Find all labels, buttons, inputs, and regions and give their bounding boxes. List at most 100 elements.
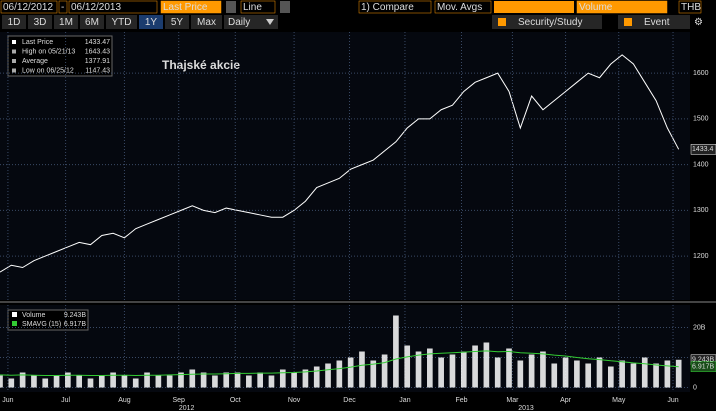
volume-bar [415, 351, 422, 388]
legend-value: 6.917B [64, 321, 87, 328]
x-tick-label: Sep [172, 397, 185, 404]
dropdown-arrow [266, 19, 274, 25]
last-value-label: 9.243B [692, 357, 715, 364]
series-line [0, 350, 679, 377]
x-tick-label: Nov [288, 397, 301, 404]
last-value-box [690, 361, 716, 372]
legend-icon [12, 49, 16, 54]
volume-bar [110, 372, 116, 388]
volume-bar [551, 363, 558, 388]
volume-bar [291, 372, 297, 388]
toolbar-field[interactable] [434, 0, 492, 14]
period-tab-label: 1Y [145, 17, 158, 28]
volume-bar [8, 378, 15, 388]
volume-bar [42, 378, 49, 388]
period-select-label: Daily [228, 17, 250, 28]
legend-label: Average [22, 58, 48, 65]
period-tab[interactable] [80, 15, 104, 29]
legend-label: SMAVG (15) [22, 321, 61, 328]
period-select[interactable] [224, 15, 278, 29]
toolbar-field [280, 1, 290, 13]
toolbar-text: Last Price [163, 2, 208, 13]
x-tick-label: Jun [667, 397, 678, 404]
volume-bar [641, 357, 648, 388]
volume-bar [212, 375, 218, 388]
volume-bar [460, 351, 467, 388]
period-tab[interactable] [139, 15, 163, 29]
volume-bar [585, 363, 592, 388]
period-tab[interactable] [191, 15, 222, 29]
volume-bar [596, 357, 603, 388]
volume-bar [257, 372, 263, 388]
settings-icon: ⚙ [694, 17, 703, 28]
period-tab-label: 1D [8, 17, 21, 28]
x-tick-label: Mar [506, 397, 519, 404]
volume-bar [31, 375, 37, 388]
toolbar-field[interactable] [0, 0, 58, 14]
legend-value: 1147.43 [85, 67, 110, 74]
year-label: 2013 [518, 405, 534, 411]
x-tick-label: Aug [118, 397, 131, 404]
toolbar-text: 1) Compare [361, 2, 414, 13]
volume-bar [302, 369, 309, 388]
volume-bar [449, 354, 456, 388]
volume-bar [268, 375, 275, 388]
x-tick-label: Apr [560, 397, 572, 404]
y-tick-label: 1500 [693, 116, 709, 123]
volume-bar [472, 345, 478, 388]
period-tab-label: 1M [59, 17, 73, 28]
toolbar-field[interactable] [576, 0, 668, 14]
legend-swatch [12, 321, 17, 326]
x-tick-label: Jun [2, 397, 13, 404]
volume-bar [189, 369, 196, 388]
last-value-box [690, 144, 716, 155]
legend-swatch [12, 312, 17, 317]
period-tab[interactable] [54, 15, 78, 29]
volume-bar [98, 375, 105, 388]
last-value-label: 6.917B [692, 364, 715, 371]
toolbar-field[interactable] [68, 0, 158, 14]
volume-bar [279, 369, 286, 388]
period-tab-label: YTD [112, 17, 132, 28]
legend-value: 1433.47 [85, 39, 110, 46]
right-tab[interactable] [492, 15, 602, 29]
period-tab-label: 5Y [171, 17, 184, 28]
y-tick-label: 1300 [693, 207, 709, 214]
period-tab[interactable] [2, 15, 26, 29]
toolbar-text: Line [243, 2, 262, 13]
right-tab[interactable] [618, 15, 690, 29]
toolbar-field [494, 1, 574, 13]
volume-bar [121, 375, 128, 388]
last-value-label: 1433.4 [692, 146, 714, 153]
legend-label: Volume [22, 312, 45, 319]
legend-label: Last Price [22, 39, 53, 46]
toolbar-text: THB [681, 2, 701, 13]
period-tab[interactable] [106, 15, 137, 29]
y-tick-label: 1600 [693, 70, 709, 77]
volume-bar [132, 378, 139, 388]
toolbar-field[interactable] [358, 0, 432, 14]
volume-bar [19, 372, 26, 388]
volume-bar [53, 375, 60, 388]
volume-bar [381, 354, 388, 388]
toolbar-text: Volume [579, 2, 613, 13]
period-tab[interactable] [165, 15, 189, 29]
volume-bar [574, 360, 580, 388]
year-label: 2012 [179, 405, 195, 411]
period-tab[interactable] [28, 15, 52, 29]
toolbar-field[interactable] [58, 0, 68, 14]
legend-icon [12, 40, 16, 44]
toolbar-field[interactable] [160, 0, 222, 14]
x-tick-label: Jul [61, 397, 70, 404]
volume-bar [483, 342, 490, 388]
toolbar-field[interactable] [240, 0, 276, 14]
legend-label: High on 05/21/13 [22, 48, 75, 55]
volume-bar [0, 375, 3, 388]
volume-bar [234, 372, 241, 388]
toolbar-field[interactable] [678, 0, 702, 14]
volume-bar [325, 363, 331, 388]
volume-bar [65, 372, 71, 388]
x-tick-label: Oct [230, 397, 241, 404]
legend-icon [12, 68, 16, 73]
series-line [0, 54, 680, 273]
